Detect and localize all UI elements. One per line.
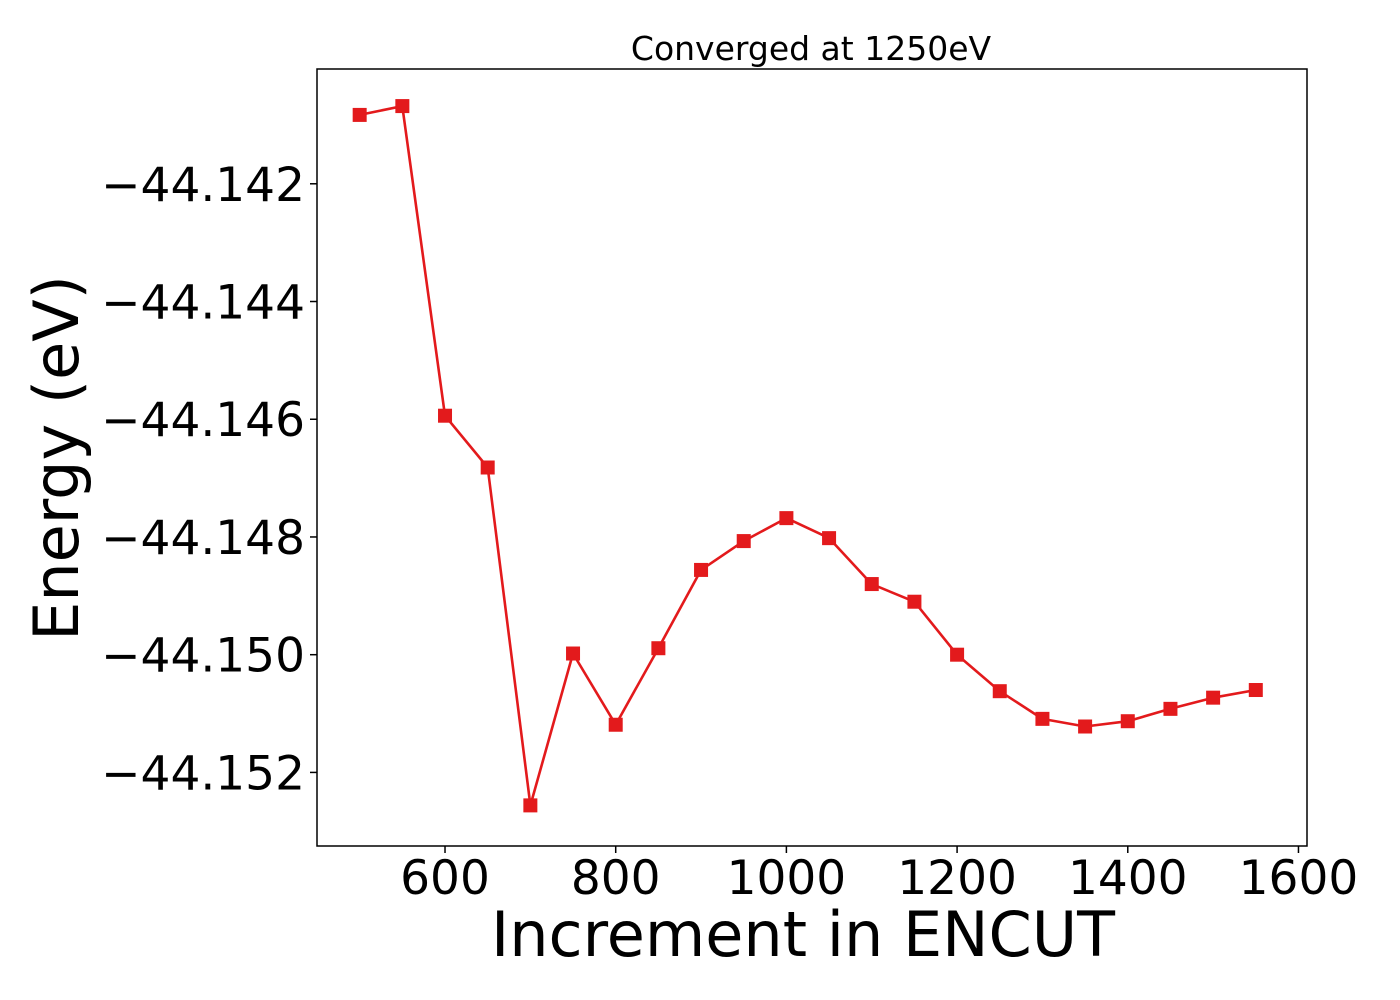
data-point xyxy=(864,577,879,592)
data-point xyxy=(1078,719,1093,734)
y-axis-label: Energy (eV) xyxy=(20,275,93,641)
chart-title: Converged at 1250eV xyxy=(631,29,992,68)
x-tick-label: 800 xyxy=(571,851,661,906)
y-tick-label: −44.142 xyxy=(101,158,305,213)
data-point xyxy=(1120,714,1135,729)
y-axis: −44.142 −44.144 −44.146 −44.148 −44.150 −44.1… xyxy=(101,158,317,801)
data-point xyxy=(779,511,794,526)
data-point xyxy=(950,647,965,662)
data-point xyxy=(608,717,623,732)
y-tick-label: −44.150 xyxy=(101,629,305,684)
data-point xyxy=(395,99,410,114)
x-axis-label: Increment in ENCUT xyxy=(491,898,1116,971)
data-point xyxy=(438,408,453,423)
data-point xyxy=(736,534,751,549)
y-tick-label: −44.146 xyxy=(101,393,305,448)
data-point xyxy=(694,562,709,577)
x-tick-label: 600 xyxy=(400,851,490,906)
data-point xyxy=(992,684,1007,699)
data-point xyxy=(1206,690,1221,705)
series-line xyxy=(359,104,1257,807)
y-tick-label: −44.152 xyxy=(101,746,305,801)
data-point xyxy=(1248,683,1263,698)
data-point xyxy=(1035,711,1050,726)
x-axis: 600 800 1000 1200 1400 1600 xyxy=(400,846,1358,906)
data-point xyxy=(651,641,666,656)
data-point xyxy=(480,460,495,475)
data-point xyxy=(523,798,538,813)
data-point xyxy=(352,107,367,122)
data-point xyxy=(907,594,922,609)
data-point xyxy=(822,531,837,546)
y-tick-label: −44.144 xyxy=(101,276,305,331)
data-point xyxy=(1163,701,1178,716)
x-tick-label: 1200 xyxy=(897,851,1017,906)
x-tick-label: 1600 xyxy=(1239,851,1359,906)
series-energy xyxy=(352,99,1263,813)
data-point xyxy=(566,646,581,661)
y-tick-label: −44.148 xyxy=(101,511,305,566)
x-tick-label: 1000 xyxy=(727,851,847,906)
x-tick-label: 1400 xyxy=(1068,851,1188,906)
plot-area xyxy=(316,68,1308,847)
